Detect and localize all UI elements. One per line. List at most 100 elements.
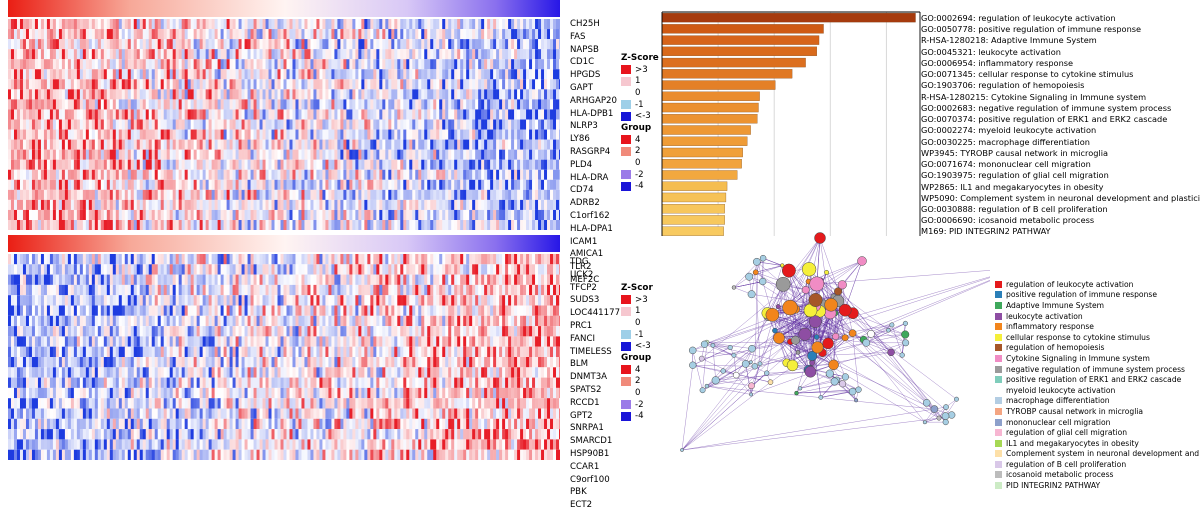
heatmap-cell <box>79 59 84 70</box>
heatmap-cell <box>346 159 350 170</box>
heatmap-cell <box>169 69 173 80</box>
heatmap-cell <box>427 209 431 220</box>
heatmap-cell <box>481 220 485 230</box>
heatmap-cell <box>445 59 449 70</box>
heatmap-cell <box>556 119 560 130</box>
heatmap-cell <box>436 79 440 90</box>
heatmap-cell <box>259 99 263 110</box>
heatmap-cell <box>553 139 557 150</box>
heatmap-cell <box>22 305 27 316</box>
heatmap-cell <box>487 220 491 230</box>
heatmap-cell <box>310 59 314 70</box>
heatmap-cell <box>8 274 12 285</box>
heatmap-cell <box>22 149 27 160</box>
heatmap-cell <box>559 209 560 220</box>
heatmap-cell <box>43 39 48 50</box>
heatmap-cell <box>8 159 12 170</box>
heatmap-cell <box>148 159 153 170</box>
heatmap-cell <box>169 305 173 316</box>
heatmap-cell <box>265 254 269 265</box>
legend-swatch <box>621 170 631 180</box>
heatmap-cell <box>160 89 165 100</box>
heatmap-cell <box>187 220 191 230</box>
heatmap-cell <box>469 169 473 180</box>
heatmap-cell <box>103 199 108 210</box>
heatmap-cell <box>448 220 452 230</box>
heatmap-cell <box>34 89 39 100</box>
heatmap-cell <box>130 29 135 40</box>
heatmap-cell <box>310 79 314 90</box>
heatmap-cell <box>163 274 168 285</box>
heatmap-cell <box>445 139 449 150</box>
heatmap-cell <box>10 49 15 60</box>
heatmap-cell <box>226 39 230 50</box>
heatmap-cell <box>202 29 206 40</box>
heatmap-cell <box>100 189 105 200</box>
heatmap-cell <box>544 69 548 80</box>
heatmap-cell <box>538 159 542 170</box>
heatmap-cell <box>25 129 30 140</box>
heatmap-cell <box>58 305 63 316</box>
heatmap-cell <box>229 59 233 70</box>
heatmap-cell <box>61 109 66 120</box>
heatmap-cell <box>514 49 518 60</box>
heatmap-cell <box>400 79 404 90</box>
heatmap-cell <box>31 199 36 210</box>
heatmap-cell <box>250 284 254 296</box>
heatmap-cell <box>256 199 260 210</box>
heatmap-cell <box>190 209 194 220</box>
heatmap-cell <box>310 199 314 210</box>
heatmap-cell <box>436 59 440 70</box>
heatmap-cell <box>355 295 359 306</box>
heatmap-cell <box>31 109 36 120</box>
heatmap-cell <box>64 109 69 120</box>
heatmap-cell <box>196 59 200 70</box>
heatmap-cell <box>223 79 227 90</box>
heatmap-cell <box>118 99 123 110</box>
heatmap-cell <box>400 69 404 80</box>
heatmap-cell <box>229 254 233 265</box>
heatmap-cell <box>187 19 191 30</box>
heatmap-cell <box>22 79 27 90</box>
heatmap-cell <box>109 209 114 220</box>
heatmap-cell <box>232 209 236 220</box>
heatmap-cell <box>445 29 449 40</box>
heatmap-cell <box>292 305 296 316</box>
heatmap-cell <box>31 179 36 190</box>
heatmap-cell <box>265 119 269 130</box>
heatmap-cell <box>487 169 491 180</box>
heatmap-cell <box>331 59 335 70</box>
heatmap-cell <box>124 39 129 50</box>
heatmap-cell <box>403 220 407 230</box>
heatmap-cell <box>391 49 395 60</box>
heatmap-cell <box>451 109 455 120</box>
heatmap-cell <box>19 99 24 110</box>
heatmap-cell <box>259 109 263 120</box>
heatmap-cell <box>337 29 341 40</box>
heatmap-cell <box>250 220 254 230</box>
heatmap-cell <box>232 59 236 70</box>
heatmap-cell <box>130 284 135 296</box>
heatmap-cell <box>337 89 341 100</box>
heatmap-cell <box>433 29 437 40</box>
heatmap-cell <box>136 199 141 210</box>
heatmap-cell <box>298 129 302 140</box>
heatmap-cell <box>46 29 51 40</box>
heatmap-cell <box>37 19 42 30</box>
heatmap-cell <box>181 209 185 220</box>
heatmap-cell <box>73 179 78 190</box>
heatmap-cell <box>316 284 320 296</box>
heatmap-cell <box>163 119 168 130</box>
heatmap-cell <box>97 129 102 140</box>
heatmap-cell <box>538 119 542 130</box>
heatmap-cell <box>325 254 329 265</box>
heatmap-cell <box>94 274 99 285</box>
heatmap-cell <box>319 159 323 170</box>
heatmap-cell <box>223 159 227 170</box>
heatmap-cell <box>382 119 386 130</box>
heatmap-cell <box>478 179 482 190</box>
heatmap-cell <box>526 29 530 40</box>
heatmap-cell <box>85 99 90 110</box>
heatmap-cell <box>106 149 111 160</box>
heatmap-cell <box>31 189 36 200</box>
